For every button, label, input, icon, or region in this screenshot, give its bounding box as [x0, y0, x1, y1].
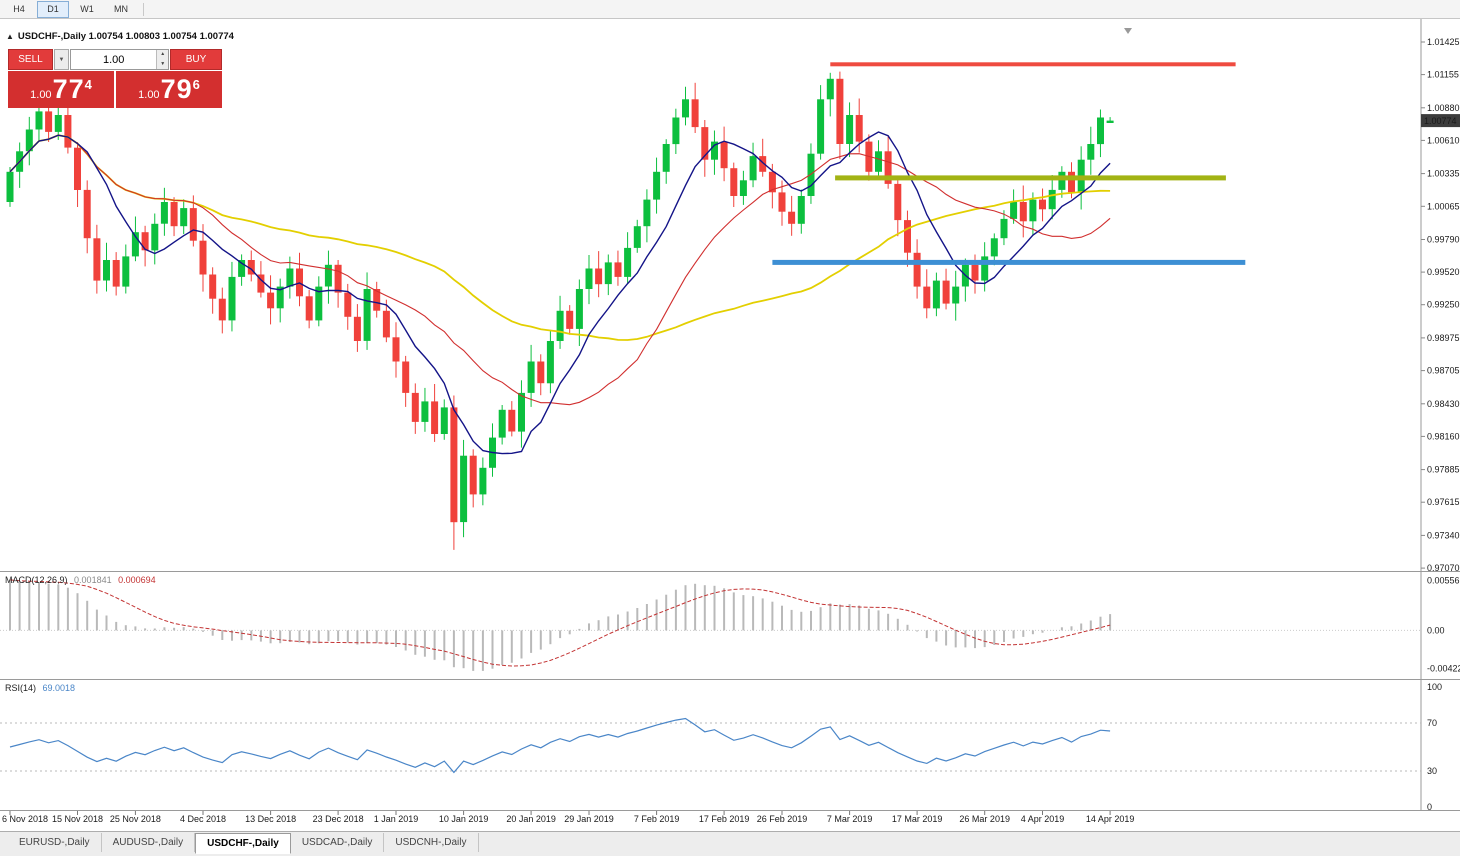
timeframe-toolbar: H4 D1 W1 MN — [0, 0, 1460, 19]
price-axis: 1.01425 1.01155 1.00880 1.00610 1.00335 1.000… — [1420, 19, 1460, 810]
volume-input[interactable] — [71, 50, 157, 69]
price-axis-label: 1.01425 — [1427, 37, 1460, 47]
price-axis-label: 0.98975 — [1427, 333, 1460, 343]
price-axis-label: 1.00335 — [1427, 169, 1460, 179]
price-axis-label: 0.97885 — [1427, 465, 1460, 475]
chart-tab-eurusd[interactable]: EURUSD-,Daily — [8, 833, 102, 852]
current-price-value: 1.00774 — [1424, 116, 1457, 126]
time-axis-label: 26 Mar 2019 — [959, 814, 1010, 824]
time-axis-label: 17 Mar 2019 — [892, 814, 943, 824]
ma-fast-line — [9, 131, 1111, 455]
time-axis-label: 13 Dec 2018 — [245, 814, 296, 824]
sell-button[interactable]: SELL — [8, 49, 53, 70]
ma-mid-line — [9, 134, 1111, 406]
macd-main-value: 0.001841 — [74, 575, 112, 585]
time-axis-label: 10 Jan 2019 — [439, 814, 489, 824]
chart-tab-usdcnh[interactable]: USDCNH-,Daily — [384, 833, 479, 852]
rsi-axis-label: 0 — [1427, 802, 1432, 812]
price-axis-label: 0.97615 — [1427, 497, 1460, 507]
price-axis-label: 0.98160 — [1427, 431, 1460, 441]
time-axis: 6 Nov 2018 15 Nov 2018 25 Nov 2018 4 Dec 20… — [2, 811, 1134, 824]
rsi-line — [9, 717, 1111, 774]
sell-price-pip: 4 — [84, 77, 92, 92]
one-click-trading-panel: SELL ▼ ▲ ▼ BUY 1.00 77 4 1.00 79 — [8, 49, 222, 108]
rsi-value: 69.0018 — [42, 683, 76, 693]
price-axis-label: 0.99520 — [1427, 267, 1460, 277]
rsi-indicator-label: RSI(14) 69.0018 — [5, 683, 75, 693]
chart-tab-bar: EURUSD-,Daily AUDUSD-,Daily USDCHF-,Daily U… — [0, 831, 1460, 856]
timeframe-mn[interactable]: MN — [114, 4, 128, 14]
time-axis-label: 15 Nov 2018 — [52, 814, 103, 824]
support-line[interactable] — [772, 259, 1246, 265]
macd-signal-line — [9, 579, 1111, 667]
rsi-axis-label: 70 — [1427, 718, 1437, 728]
chart-title-text: USDCHF-,Daily 1.00754 1.00803 1.00754 1.… — [17, 31, 234, 42]
sell-price-big: 77 — [52, 74, 85, 104]
buy-price-big: 79 — [160, 74, 193, 104]
sell-price-prefix: 1.00 — [30, 89, 52, 101]
price-axis-label: 1.00610 — [1427, 135, 1460, 145]
rsi-axis-label: 30 — [1427, 766, 1437, 776]
macd-axis-label: 0.00 — [1427, 625, 1445, 635]
time-axis-label: 7 Mar 2019 — [827, 814, 873, 824]
price-axis-label: 1.01155 — [1427, 70, 1459, 80]
macd-indicator-label: MACD(12,26,9) 0.001841 0.000694 — [5, 575, 156, 585]
time-axis-label: 1 Jan 2019 — [374, 814, 419, 824]
time-axis-label: 25 Nov 2018 — [110, 814, 161, 824]
time-axis-label: 4 Apr 2019 — [1021, 814, 1065, 824]
buy-price-prefix: 1.00 — [138, 89, 160, 101]
volume-dropdown-button[interactable]: ▼ — [54, 49, 69, 70]
buy-button[interactable]: BUY — [170, 49, 222, 70]
price-axis-label: 1.00880 — [1427, 103, 1460, 113]
breakout-line[interactable] — [835, 175, 1226, 181]
buy-price-display[interactable]: 1.00 79 6 — [116, 71, 222, 108]
buy-price-pip: 6 — [192, 77, 200, 92]
time-axis-label: 6 Nov 2018 — [2, 814, 48, 824]
chart-title: ▲ USDCHF-,Daily 1.00754 1.00803 1.00754 … — [6, 31, 234, 42]
volume-spinner-down[interactable]: ▼ — [157, 59, 168, 69]
time-axis-label: 29 Jan 2019 — [564, 814, 614, 824]
time-axis-label: 23 Dec 2018 — [313, 814, 364, 824]
rsi-axis-label: 100 — [1427, 682, 1442, 692]
macd-panel: 0.00556 0.00 -0.00422 — [0, 575, 1460, 674]
current-price-tag — [1421, 114, 1460, 128]
macd-axis-label: 0.00556 — [1427, 575, 1460, 585]
macd-axis-label: -0.00422 — [1427, 664, 1460, 674]
price-axis-label: 0.97340 — [1427, 530, 1460, 540]
time-axis-label: 17 Feb 2019 — [699, 814, 750, 824]
price-axis-label: 0.97070 — [1427, 563, 1460, 573]
resistance-line[interactable] — [830, 62, 1236, 67]
price-axis-label: 0.98430 — [1427, 399, 1460, 409]
timeframe-w1[interactable]: W1 — [80, 4, 94, 14]
volume-spinner-up[interactable]: ▲ — [157, 50, 168, 60]
one-click-toggle-icon[interactable]: ▲ — [6, 32, 14, 41]
price-axis-label: 0.99250 — [1427, 300, 1460, 310]
chevron-down-icon: ▼ — [58, 56, 65, 63]
timeframe-buttons: H4 D1 W1 MN — [2, 0, 138, 18]
chart-shift-marker[interactable] — [1124, 28, 1132, 34]
time-axis-label: 26 Feb 2019 — [757, 814, 808, 824]
chart-window: 1.01425 1.01155 1.00880 1.00610 1.00335 1.000… — [0, 19, 1460, 831]
time-axis-label: 20 Jan 2019 — [506, 814, 556, 824]
price-axis-label: 1.00065 — [1427, 201, 1460, 211]
rsi-panel: 100 70 30 0 — [0, 682, 1442, 812]
sell-price-display[interactable]: 1.00 77 4 — [8, 71, 114, 108]
chart-tab-audusd[interactable]: AUDUSD-,Daily — [102, 833, 196, 852]
macd-signal-value: 0.000694 — [118, 575, 156, 585]
candles[interactable] — [6, 71, 1114, 550]
chart-canvas[interactable]: 1.014251.011551.008801.006101.003351.000… — [0, 19, 1460, 831]
time-axis-label: 7 Feb 2019 — [634, 814, 680, 824]
rsi-name: RSI(14) — [5, 683, 37, 693]
chart-tabs: EURUSD-,Daily AUDUSD-,Daily USDCHF-,Daily U… — [8, 833, 479, 854]
chart-tab-usdchf[interactable]: USDCHF-,Daily — [195, 833, 291, 854]
time-axis-label: 14 Apr 2019 — [1086, 814, 1135, 824]
price-axis-label: 0.98705 — [1427, 366, 1460, 376]
timeframe-d1[interactable]: D1 — [37, 0, 69, 18]
chart-tab-usdcad[interactable]: USDCAD-,Daily — [291, 833, 385, 852]
macd-name: MACD(12,26,9) — [5, 575, 68, 585]
time-axis-label: 4 Dec 2018 — [180, 814, 226, 824]
timeframe-h4[interactable]: H4 — [13, 4, 25, 14]
toolbar-separator — [143, 2, 144, 16]
price-axis-label: 0.99790 — [1427, 235, 1460, 245]
